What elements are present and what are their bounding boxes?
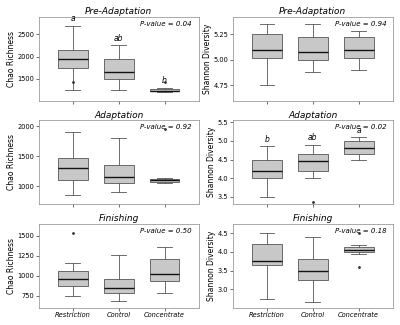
Title: Adaptation: Adaptation [94,111,144,120]
PathPatch shape [150,259,180,281]
PathPatch shape [344,247,374,252]
Title: Pre-Adaptation: Pre-Adaptation [85,7,152,16]
Text: P-value = 0.92: P-value = 0.92 [140,124,192,130]
Text: P-value = 0.02: P-value = 0.02 [334,124,386,130]
PathPatch shape [344,37,374,58]
PathPatch shape [298,259,328,280]
PathPatch shape [298,154,328,171]
Text: b: b [162,76,167,85]
Text: P-value = 0.04: P-value = 0.04 [140,21,192,27]
PathPatch shape [150,89,180,91]
PathPatch shape [104,59,134,79]
Y-axis label: Shannon Diversity: Shannon Diversity [207,231,216,301]
PathPatch shape [104,279,134,293]
Text: a: a [356,125,361,135]
PathPatch shape [58,158,88,180]
Y-axis label: Chao Richness: Chao Richness [7,134,16,190]
Title: Adaptation: Adaptation [288,111,338,120]
Y-axis label: Chao Richness: Chao Richness [7,238,16,294]
Title: Finishing: Finishing [293,214,333,223]
Text: P-value = 0.94: P-value = 0.94 [334,21,386,27]
PathPatch shape [104,165,134,183]
PathPatch shape [298,37,328,60]
Title: Finishing: Finishing [98,214,139,223]
Y-axis label: Shannon Diversity: Shannon Diversity [207,127,216,198]
PathPatch shape [252,34,282,58]
PathPatch shape [252,160,282,178]
Text: P-value = 0.18: P-value = 0.18 [334,228,386,234]
Text: ab: ab [114,34,124,43]
Text: P-value = 0.50: P-value = 0.50 [140,228,192,234]
Text: b: b [264,135,270,144]
Text: a: a [70,14,75,23]
PathPatch shape [344,141,374,154]
Text: ab: ab [308,133,318,142]
PathPatch shape [58,271,88,286]
Y-axis label: Shannon Diversity: Shannon Diversity [203,24,212,94]
PathPatch shape [252,244,282,265]
Y-axis label: Chao Richness: Chao Richness [7,31,16,87]
PathPatch shape [150,178,180,182]
Title: Pre-Adaptation: Pre-Adaptation [279,7,346,16]
PathPatch shape [58,50,88,68]
